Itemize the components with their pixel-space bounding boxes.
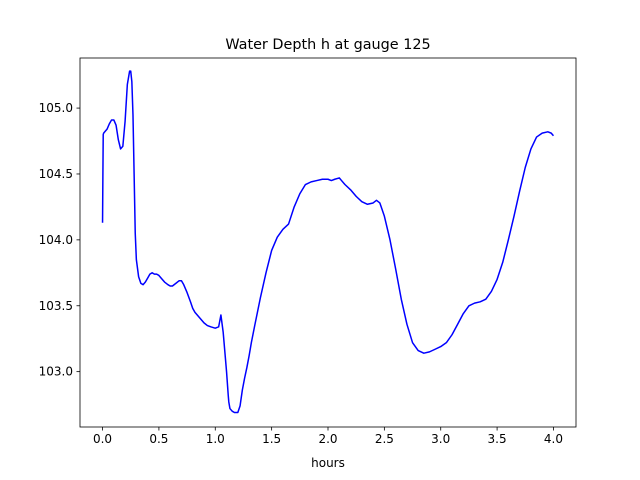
- y-tick-label: 104.0: [39, 233, 73, 247]
- x-tick-label: 2.5: [375, 432, 394, 446]
- chart-title: Water Depth h at gauge 125: [225, 37, 430, 53]
- x-tick-label: 1.0: [206, 432, 225, 446]
- x-tick-label: 0.0: [93, 432, 112, 446]
- x-tick-label: 3.0: [431, 432, 450, 446]
- x-tick-label: 3.5: [488, 432, 507, 446]
- x-axis-label: hours: [311, 456, 345, 470]
- y-tick-label: 103.0: [39, 365, 73, 379]
- y-tick-label: 104.5: [39, 167, 73, 181]
- y-tick-label: 105.0: [39, 101, 73, 115]
- series-line-0: [101, 70, 555, 414]
- plot-area: 0.0 0.5 1.0 1.5 2.0 2.5 3.0 3.5 4.0 103.0 103.5 104…: [39, 57, 577, 446]
- x-tick-label: 0.5: [149, 432, 168, 446]
- x-tick-label: 4.0: [544, 432, 563, 446]
- x-tick-label: 2.0: [318, 432, 337, 446]
- y-tick-label: 103.5: [39, 299, 73, 313]
- x-tick-label: 1.5: [262, 432, 281, 446]
